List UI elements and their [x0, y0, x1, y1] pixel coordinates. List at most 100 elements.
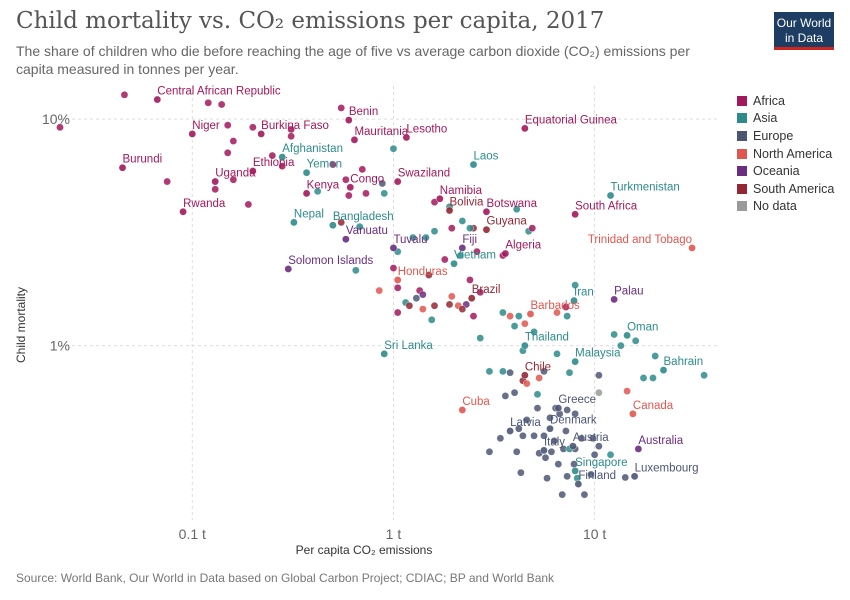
point-label: Burkina Faso — [261, 120, 329, 132]
data-point — [590, 450, 599, 459]
data-point-labeled — [350, 136, 359, 144]
data-point — [211, 185, 220, 194]
data-point — [553, 308, 561, 317]
data-point — [519, 432, 527, 440]
data-point — [362, 189, 370, 198]
data-point — [546, 414, 554, 422]
data-point — [229, 137, 238, 145]
data-point-labeled — [469, 160, 478, 169]
chart-title: Child mortality vs. CO₂ emissions per ca… — [16, 8, 605, 34]
data-point — [649, 374, 657, 382]
data-point — [249, 123, 257, 132]
legend-label: Europe — [753, 128, 794, 143]
point-label: Afghanistan — [282, 143, 343, 155]
legend-item[interactable]: Europe — [737, 127, 834, 145]
data-point — [577, 434, 586, 443]
data-point — [458, 217, 467, 225]
data-point — [540, 432, 548, 440]
data-point — [571, 281, 579, 289]
data-point-labeled — [659, 366, 668, 374]
data-point-labeled — [389, 244, 398, 252]
point-label: Latvia — [510, 417, 541, 429]
data-point — [521, 319, 529, 328]
point-label: Luxembourg — [635, 462, 699, 474]
legend-item[interactable]: Asia — [737, 110, 834, 128]
point-label: Fiji — [462, 234, 477, 246]
legend-item[interactable]: No data — [737, 198, 834, 216]
data-point — [565, 368, 574, 377]
data-point-labeled — [630, 472, 639, 481]
data-point-labeled — [506, 427, 514, 435]
data-point-labeled — [329, 221, 337, 230]
data-point-labeled — [188, 130, 197, 138]
point-label: Guyana — [486, 216, 527, 228]
data-point — [512, 448, 521, 456]
data-point — [469, 312, 478, 320]
point-label: Chile — [525, 361, 551, 373]
data-point — [342, 175, 350, 184]
source-note: Source: World Bank, Our World in Data ba… — [16, 571, 555, 585]
data-point — [405, 301, 414, 310]
data-point-labeled — [402, 133, 411, 142]
data-point — [352, 266, 360, 275]
data-point — [522, 379, 531, 388]
data-point — [204, 99, 213, 107]
data-point — [533, 390, 542, 399]
point-label: Iran — [574, 287, 594, 299]
legend-item[interactable]: Africa — [737, 92, 834, 110]
data-point-labeled — [393, 276, 402, 284]
data-point — [562, 427, 570, 435]
data-point-labeled — [521, 341, 529, 350]
logo-line-2: in Data — [784, 31, 824, 45]
data-point-labeled — [445, 206, 454, 215]
data-point — [541, 453, 550, 462]
legend-item[interactable]: Oceania — [737, 162, 834, 180]
data-point — [499, 367, 507, 376]
data-point — [485, 367, 494, 376]
data-point-labeled — [380, 350, 389, 358]
data-point — [287, 132, 295, 141]
data-point-labeled — [610, 295, 618, 304]
point-label: Bahrain — [664, 356, 704, 368]
data-point-labeled — [458, 406, 467, 414]
data-point — [427, 316, 436, 324]
data-point-labeled — [574, 480, 583, 488]
point-label: Burundi — [123, 154, 163, 166]
point-label: Vietnam — [454, 250, 496, 262]
data-point — [553, 350, 561, 358]
data-point — [562, 303, 570, 311]
point-label: Denmark — [550, 415, 597, 427]
data-point-labeled — [458, 244, 467, 252]
data-point — [430, 301, 439, 310]
data-point-labeled — [450, 259, 458, 268]
data-point — [606, 450, 615, 459]
data-point-labeled — [179, 207, 187, 216]
data-point — [229, 175, 238, 184]
data-point — [473, 247, 481, 256]
legend-item[interactable]: South America — [737, 180, 834, 198]
data-point — [535, 374, 543, 382]
data-point-labeled — [571, 357, 579, 366]
data-point — [639, 374, 648, 382]
data-point — [595, 388, 603, 397]
data-point — [595, 442, 603, 450]
data-point — [501, 392, 510, 400]
data-point — [543, 474, 551, 482]
owid-logo[interactable]: Our World in Data — [774, 12, 834, 50]
point-label: Solomon Islands — [288, 255, 373, 267]
legend-item[interactable]: North America — [737, 145, 834, 163]
chart-subtitle: The share of children who die before rea… — [16, 43, 690, 77]
legend-swatch — [737, 113, 747, 124]
data-point — [425, 271, 433, 279]
data-point-labeled — [570, 296, 578, 305]
point-label: Greece — [558, 394, 596, 406]
data-point — [621, 473, 630, 482]
data-point — [268, 151, 277, 160]
data-point — [337, 218, 346, 227]
legend-label: Asia — [753, 111, 778, 126]
data-point — [244, 200, 253, 209]
data-point — [393, 308, 402, 317]
data-point-labeled — [623, 331, 631, 340]
data-point-labeled — [634, 445, 643, 453]
point-label: Central African Republic — [157, 86, 281, 98]
